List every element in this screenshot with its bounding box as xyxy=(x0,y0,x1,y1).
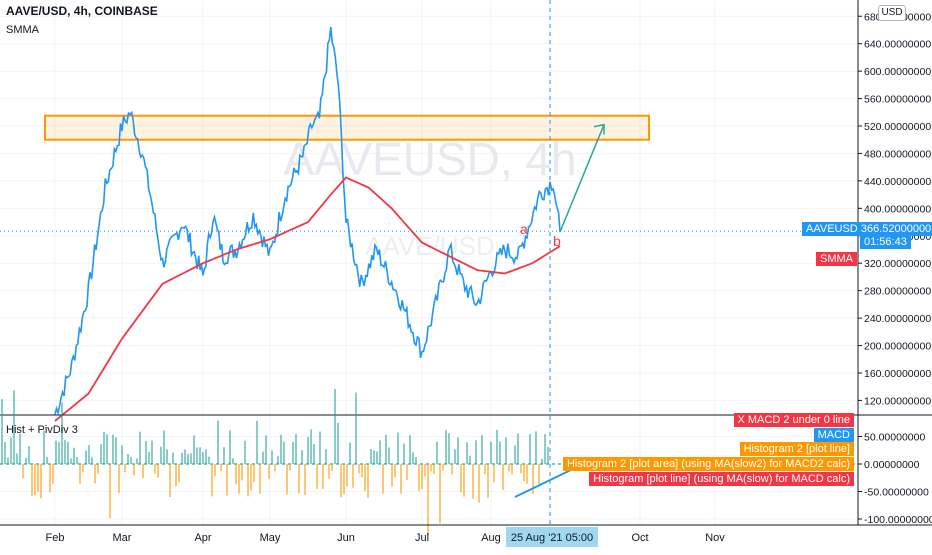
legend-tag: X MACD 2 under 0 line xyxy=(733,413,854,427)
resistance-zone-rect xyxy=(44,114,650,141)
wave-label-b: b xyxy=(553,233,561,249)
annotations: ab xyxy=(0,0,858,525)
price-tick-label: 560.00000000 xyxy=(864,94,931,106)
price-tick-label: 320.00000000 xyxy=(864,258,931,270)
cursor-time-bg xyxy=(506,527,598,547)
price-tick-label: 400.00000000 xyxy=(864,203,931,215)
legend-tag: Histogram 2 [plot area] (using MA(slow2)… xyxy=(562,457,854,471)
time-tick-label: Apr xyxy=(194,532,211,544)
currency-button[interactable]: USD xyxy=(878,5,906,21)
time-tick-label: Mar xyxy=(113,532,132,544)
time-tick-label: Oct xyxy=(631,532,648,544)
indicator-tick-label: 0.00000000 xyxy=(864,459,920,471)
bar-countdown: 01:56:43 xyxy=(860,235,911,249)
price-tick-label: 240.00000000 xyxy=(864,313,931,325)
price-tick-label: 600.00000000 xyxy=(864,66,931,78)
price-tick-label: 520.00000000 xyxy=(864,121,931,133)
price-tick-label: 640.00000000 xyxy=(864,39,931,51)
smma-indicator-label[interactable]: SMMA xyxy=(6,24,39,36)
legend-tag: Histogram 2 [plot line] xyxy=(739,442,854,456)
price-tick-label: 440.00000000 xyxy=(864,176,931,188)
wave-label-a: a xyxy=(520,221,528,237)
series-group xyxy=(54,26,561,422)
divergence-line xyxy=(514,467,576,498)
symbol-price-tag: AAVEUSD 366.52000000 xyxy=(802,222,932,236)
smma-line xyxy=(54,176,561,422)
projection-arrow-head xyxy=(593,123,605,135)
price-tick-label: 280.00000000 xyxy=(864,286,931,298)
price-tick-label: 160.00000000 xyxy=(864,368,931,380)
resistance-zone[interactable] xyxy=(44,114,650,141)
projection-arrow-line xyxy=(559,124,605,233)
smma-tag: SMMA xyxy=(816,252,857,266)
legend-tag: Histogram [plot line] (using MA(slow) fo… xyxy=(589,472,854,486)
time-tick-label: Jul xyxy=(415,532,429,544)
watermark-main: AAVEUSD, 4h xyxy=(283,133,576,185)
symbol-name: AAVEUSD xyxy=(806,223,858,235)
time-tick-label: Nov xyxy=(705,532,725,544)
time-tick-label: Jun xyxy=(337,532,355,544)
cursor-time-label: 25 Aug '21 05:00 xyxy=(511,532,593,544)
time-tick-label: Feb xyxy=(46,532,65,544)
grid-lines xyxy=(0,0,858,525)
indicator-tick-label: -100.00000000 xyxy=(864,514,932,526)
price-line xyxy=(54,26,561,416)
indicator-tick-label: 50.00000000 xyxy=(864,432,925,444)
indicator-tick-label: -50.00000000 xyxy=(864,487,929,499)
legend-tag: MACD xyxy=(813,428,854,442)
chart-title: AAVE/USD, 4h, COINBASE xyxy=(6,4,158,18)
indicator-pane-label[interactable]: Hist + PivDiv 3 xyxy=(6,424,78,436)
price-tick-label: 200.00000000 xyxy=(864,341,931,353)
price-tick-label: 480.00000000 xyxy=(864,148,931,160)
time-tick-label: May xyxy=(260,532,281,544)
price-tick-label: 120.00000000 xyxy=(864,395,931,407)
time-tick-label: Aug xyxy=(481,532,501,544)
last-price: 366.52000000 xyxy=(860,223,932,235)
